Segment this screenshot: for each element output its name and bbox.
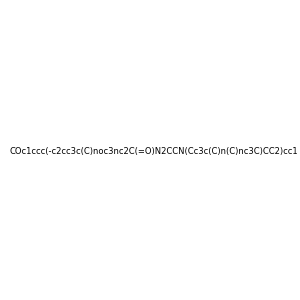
Text: COc1ccc(-c2cc3c(C)noc3nc2C(=O)N2CCN(Cc3c(C)n(C)nc3C)CC2)cc1: COc1ccc(-c2cc3c(C)noc3nc2C(=O)N2CCN(Cc3c… — [9, 147, 298, 156]
